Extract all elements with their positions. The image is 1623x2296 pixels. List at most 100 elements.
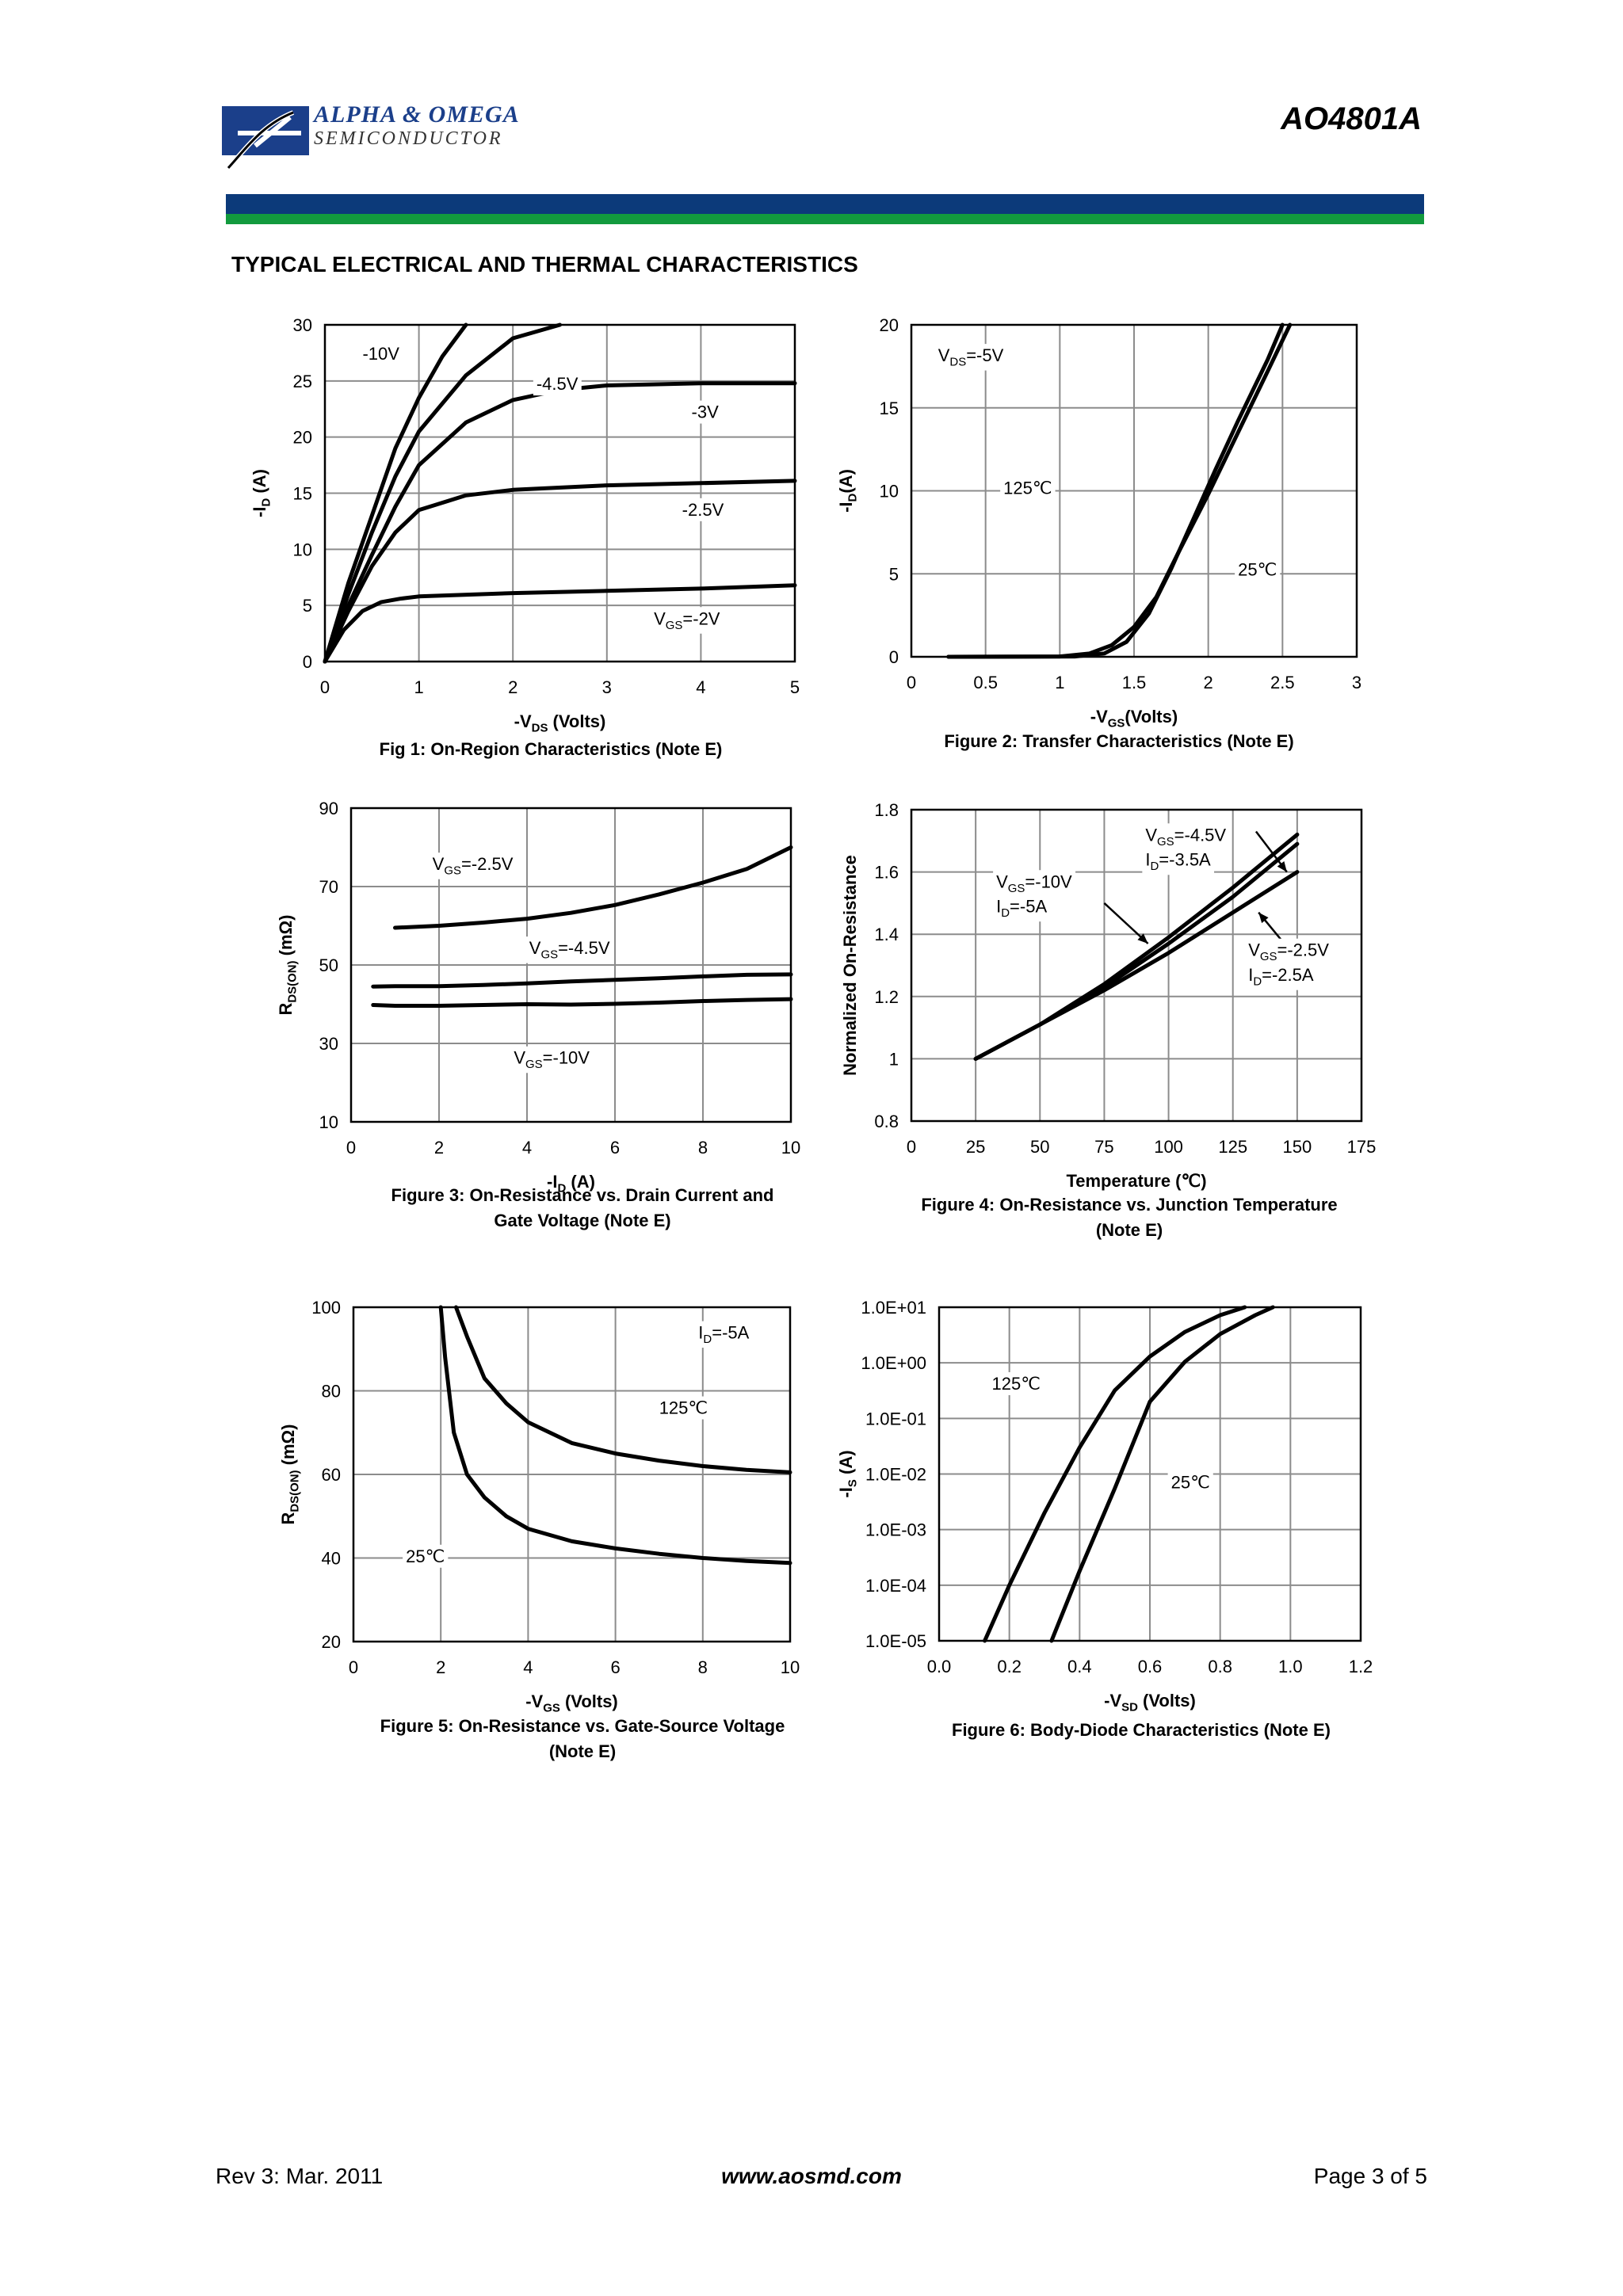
fig5-y-tick-label: 20 xyxy=(322,1632,341,1652)
fig5-chart: 0 2 4 6 8 10 20 40 60 80 100 -VGS (Volts) RDS(ON) (m… xyxy=(278,1298,800,1715)
fig1-x-tick-label: 4 xyxy=(696,677,705,697)
fig3-annotation-bg xyxy=(525,936,613,963)
fig6-caption: Figure 6: Body-Diode Characteristics (No… xyxy=(952,1720,1331,1740)
fig4-y-tick-label: 1.8 xyxy=(874,800,899,820)
fig6-plot-frame xyxy=(938,1306,1362,1642)
fig3-y-tick-label: 10 xyxy=(319,1112,338,1132)
fig2-x-tick-label: 0 xyxy=(907,673,916,692)
footer-website-link[interactable]: www.aosmd.com xyxy=(721,2164,902,2188)
fig6-series-line xyxy=(983,1305,1247,1643)
fig2-annotation: VDS=-5V xyxy=(938,345,1004,369)
fig2-annotation-bg xyxy=(1000,476,1056,500)
fig4-y-tick-label: 1.4 xyxy=(874,925,899,944)
fig3-annotation: VGS=-10V xyxy=(514,1048,590,1072)
fig4-y-tick-label: 1.6 xyxy=(874,863,899,883)
fig5-annotation-bg xyxy=(403,1544,449,1568)
fig4-annotation: ID=-5A xyxy=(996,897,1047,921)
fig4-x-tick-label: 0 xyxy=(907,1137,916,1157)
fig6-x-tick-label: 1.0 xyxy=(1278,1657,1303,1676)
fig2-annotation-bg xyxy=(1235,558,1281,582)
fig3-annotation-bg xyxy=(510,1046,594,1074)
fig6-y-tick-label: 1.0E-02 xyxy=(865,1465,926,1485)
fig4-annotation-bg xyxy=(1245,963,1317,990)
fig3-y-axis-label: RDS(ON) (mΩ) xyxy=(276,914,300,1015)
fig3-y-tick-label: 90 xyxy=(319,799,338,818)
fig1-annotation: -3V xyxy=(692,402,720,422)
fig2-y-tick-label: 0 xyxy=(889,647,899,667)
fig4-y-tick-label: 1 xyxy=(889,1049,899,1069)
fig1-x-axis-label: -VDS (Volts) xyxy=(514,711,606,735)
fig2-annotation: 125℃ xyxy=(1003,479,1052,498)
fig6-y-tick-label: 1.0E-01 xyxy=(865,1409,926,1428)
fig2-caption: Figure 2: Transfer Characteristics (Note… xyxy=(944,731,1294,751)
fig5-annotation-bg xyxy=(695,1321,753,1348)
logo-stroke-icon xyxy=(227,111,294,170)
fig1-y-axis-label: -ID (A) xyxy=(250,469,273,517)
fig2-y-axis-label: -ID(A) xyxy=(836,469,860,513)
fig6-annotation: 25℃ xyxy=(1171,1473,1210,1493)
fig6-annotation: 125℃ xyxy=(992,1374,1041,1394)
footer-page-number: Page 3 of 5 xyxy=(1313,2164,1427,2188)
fig5-y-tick-label: 80 xyxy=(322,1382,341,1402)
fig4-x-tick-label: 175 xyxy=(1347,1137,1377,1157)
fig1-annotation-bg xyxy=(678,498,727,521)
fig3-y-tick-label: 70 xyxy=(319,877,338,897)
fig1-y-tick-label: 0 xyxy=(303,652,312,672)
fig4-x-tick-label: 75 xyxy=(1094,1137,1113,1157)
fig2-x-tick-label: 3 xyxy=(1352,673,1361,692)
fig4-annotation-bg xyxy=(1245,938,1333,966)
fig1-series-line xyxy=(323,381,797,664)
fig1-y-tick-label: 15 xyxy=(293,484,312,504)
fig1-annotation: -2.5V xyxy=(682,500,724,520)
fig3-x-tick-label: 0 xyxy=(346,1138,356,1158)
fig6-x-tick-label: 0.8 xyxy=(1208,1657,1232,1676)
fig3-y-tick-label: 30 xyxy=(319,1034,338,1054)
fig6-y-axis-label: -IS (A) xyxy=(836,1450,860,1497)
fig1-series-line xyxy=(323,479,797,664)
fig4-x-tick-label: 150 xyxy=(1282,1137,1312,1157)
fig1-y-tick-label: 5 xyxy=(303,596,312,616)
fig6-y-tick-label: 1.0E-03 xyxy=(865,1520,926,1540)
part-number: AO4801A xyxy=(1281,101,1422,136)
fig6-series-line xyxy=(1049,1305,1275,1643)
fig2-y-tick-label: 20 xyxy=(880,315,899,335)
fig3-x-tick-label: 10 xyxy=(781,1138,800,1158)
fig3-annotation: VGS=-4.5V xyxy=(529,938,610,962)
fig6-x-tick-label: 0.0 xyxy=(927,1657,952,1676)
fig2-annotation: 25℃ xyxy=(1238,559,1277,579)
fig2-y-tick-label: 5 xyxy=(889,564,899,584)
fig2-series-line xyxy=(946,322,1285,659)
fig5-annotation-bg xyxy=(655,1396,712,1420)
fig2-y-tick-label: 10 xyxy=(880,482,899,502)
fig5-plot-frame xyxy=(352,1306,792,1643)
fig3-x-tick-label: 4 xyxy=(522,1138,532,1158)
fig4-annotation: VGS=-10V xyxy=(996,871,1072,895)
fig6-x-tick-label: 0.2 xyxy=(997,1657,1022,1676)
fig4-caption: Figure 4: On-Resistance vs. Junction Tem… xyxy=(921,1195,1338,1240)
fig3-chart: 0 2 4 6 8 10 10 30 50 70 90 -ID (A) RDS(ON) (mΩ) VGS=… xyxy=(276,799,800,1196)
fig5-y-tick-label: 100 xyxy=(311,1298,341,1318)
fig4-y-tick-label: 0.8 xyxy=(874,1112,899,1131)
fig4-x-tick-label: 50 xyxy=(1030,1137,1049,1157)
fig4-chart: 0 25 50 75 100 125 150 175 0.8 1 1.2 1.4 1.6 1.8 Tempe… xyxy=(840,800,1376,1191)
fig1-x-tick-label: 2 xyxy=(508,677,517,697)
header-band-blue xyxy=(226,194,1424,214)
fig6-x-tick-label: 0.4 xyxy=(1067,1657,1092,1676)
fig1-series-line xyxy=(323,583,797,664)
fig6-x-tick-label: 0.6 xyxy=(1138,1657,1163,1676)
fig5-x-tick-label: 6 xyxy=(610,1657,620,1677)
fig4-x-tick-label: 125 xyxy=(1218,1137,1247,1157)
fig6-annotation-bg xyxy=(1167,1470,1213,1494)
fig5-y-tick-label: 60 xyxy=(322,1465,341,1485)
fig2-x-tick-label: 2.5 xyxy=(1270,673,1295,692)
fig1-annotation-bg xyxy=(651,607,724,634)
fig1-x-tick-label: 1 xyxy=(414,677,423,697)
fig1-annotation-bg xyxy=(688,400,723,424)
fig6-annotation-bg xyxy=(988,1371,1044,1395)
footer-revision: Rev 3: Mar. 2011 xyxy=(216,2164,384,2188)
fig4-annotation: VGS=-4.5V xyxy=(1145,825,1226,849)
fig1-annotation: VGS=-2V xyxy=(654,608,720,632)
fig5-x-axis-label: -VGS (Volts) xyxy=(525,1691,618,1715)
logo-line2: SEMICONDUCTOR xyxy=(314,128,503,149)
